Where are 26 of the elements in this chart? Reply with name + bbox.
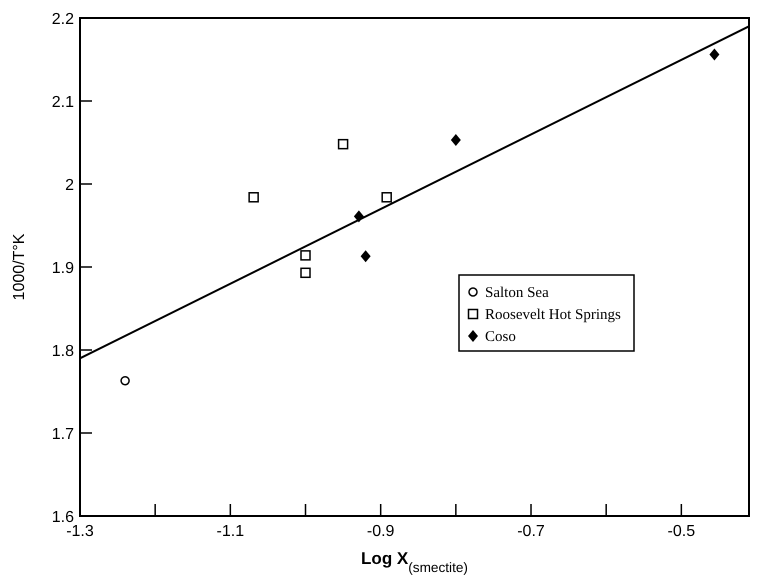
x-tick-label: -1.1 — [216, 523, 244, 540]
x-axis-title: Log X$_{(smectite)}$ — [361, 549, 468, 574]
x-tick-label: -0.5 — [668, 523, 696, 540]
point — [360, 250, 371, 262]
point — [300, 268, 311, 278]
point — [120, 376, 130, 386]
point — [248, 192, 259, 203]
legend-label: Salton Sea — [485, 285, 550, 301]
y-tick-label: 2.1 — [52, 94, 74, 111]
x-tick-label: -1.3 — [66, 523, 94, 540]
point — [381, 192, 392, 203]
point — [338, 138, 348, 150]
legend-label: Roosevelt Hot Springs — [485, 307, 621, 323]
y-tick-label: 2 — [65, 177, 74, 194]
y-axis-title: 1000/T°K — [11, 233, 28, 300]
point — [450, 134, 461, 146]
point — [300, 250, 311, 261]
y-tick-label: 1.6 — [52, 509, 74, 526]
y-tick-label: 1.9 — [52, 260, 74, 277]
y-tick-label: 2.2 — [52, 11, 74, 28]
x-tick-label: -0.7 — [517, 523, 545, 540]
y-tick-label: 1.7 — [52, 426, 74, 443]
point — [709, 48, 720, 61]
x-tick-label: -0.9 — [366, 523, 395, 540]
y-tick-label: 1.8 — [52, 343, 74, 360]
legend-label: Coso — [485, 329, 516, 345]
